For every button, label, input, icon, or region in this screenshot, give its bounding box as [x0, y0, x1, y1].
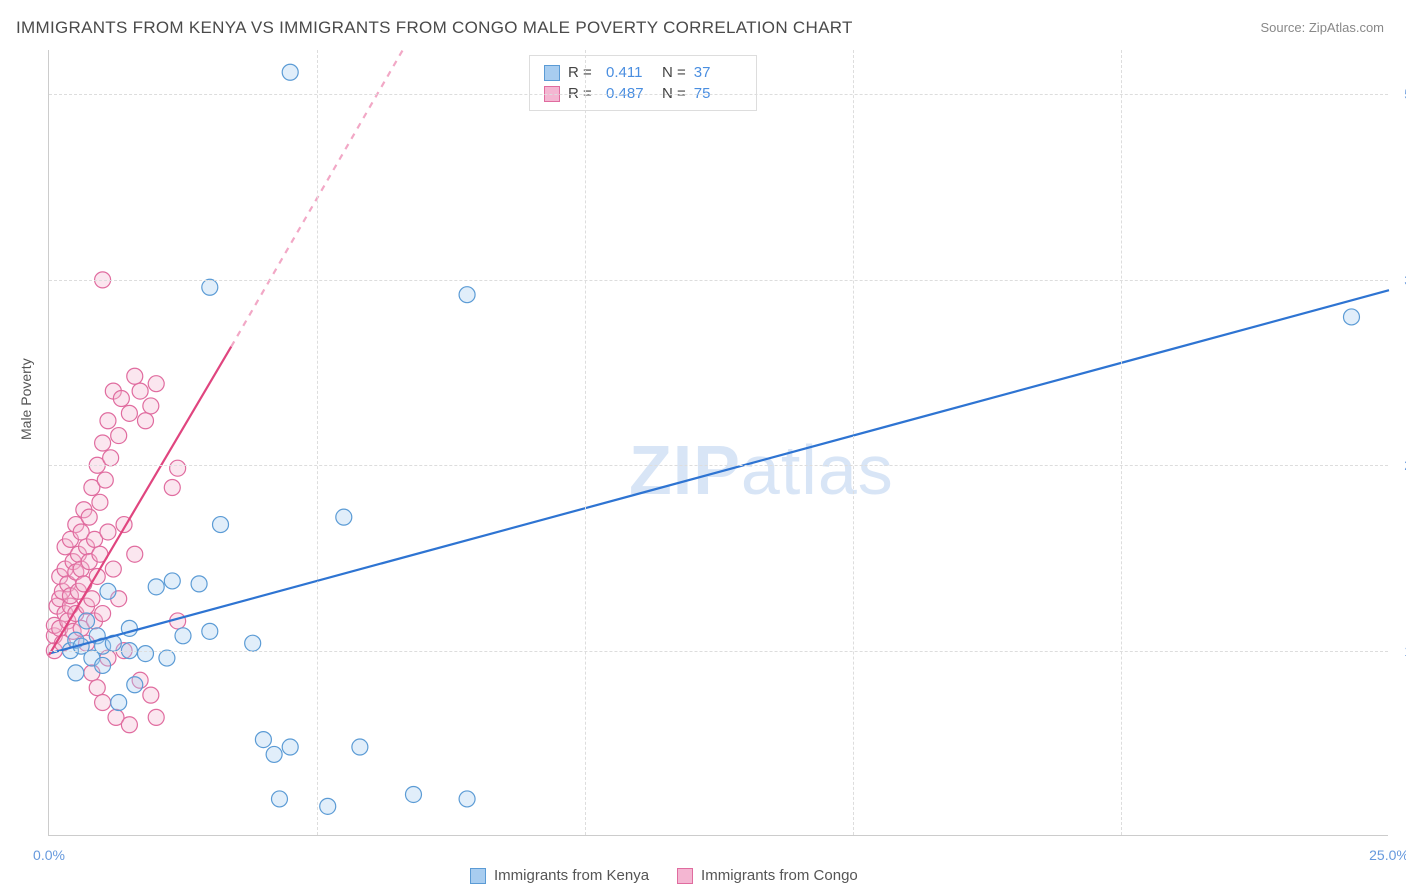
series-name-congo: Immigrants from Congo	[701, 867, 858, 884]
legend-row-kenya: R = 0.411 N = 37	[544, 62, 742, 83]
source-attribution: Source: ZipAtlas.com	[1260, 20, 1384, 35]
gridline-h	[49, 651, 1388, 652]
legend-item-kenya: Immigrants from Kenya	[470, 867, 649, 884]
chart-title: IMMIGRANTS FROM KENYA VS IMMIGRANTS FROM…	[16, 18, 853, 38]
n-label: N =	[662, 64, 686, 81]
chart-plot-area: ZIPatlas R = 0.411 N = 37 R = 0.487 N = …	[48, 50, 1388, 836]
series-name-kenya: Immigrants from Kenya	[494, 867, 649, 884]
x-tick-label: 25.0%	[1369, 847, 1406, 863]
y-axis-label: Male Poverty	[18, 358, 34, 440]
r-label: R =	[568, 64, 598, 81]
gridline-h	[49, 465, 1388, 466]
scatter-plot-svg	[49, 50, 1388, 835]
x-tick-label: 0.0%	[33, 847, 65, 863]
n-value-kenya: 37	[694, 64, 742, 81]
series-legend: Immigrants from Kenya Immigrants from Co…	[470, 867, 858, 884]
gridline-h	[49, 94, 1388, 95]
gridline-h	[49, 280, 1388, 281]
r-value-kenya: 0.411	[606, 64, 654, 81]
legend-item-congo: Immigrants from Congo	[677, 867, 858, 884]
gridline-v	[585, 50, 586, 835]
legend-swatch-kenya	[544, 65, 560, 81]
correlation-legend: R = 0.411 N = 37 R = 0.487 N = 75	[529, 55, 757, 111]
legend-swatch-kenya-bottom	[470, 868, 486, 884]
legend-swatch-congo-bottom	[677, 868, 693, 884]
gridline-v	[317, 50, 318, 835]
gridline-v	[853, 50, 854, 835]
gridline-v	[1121, 50, 1122, 835]
